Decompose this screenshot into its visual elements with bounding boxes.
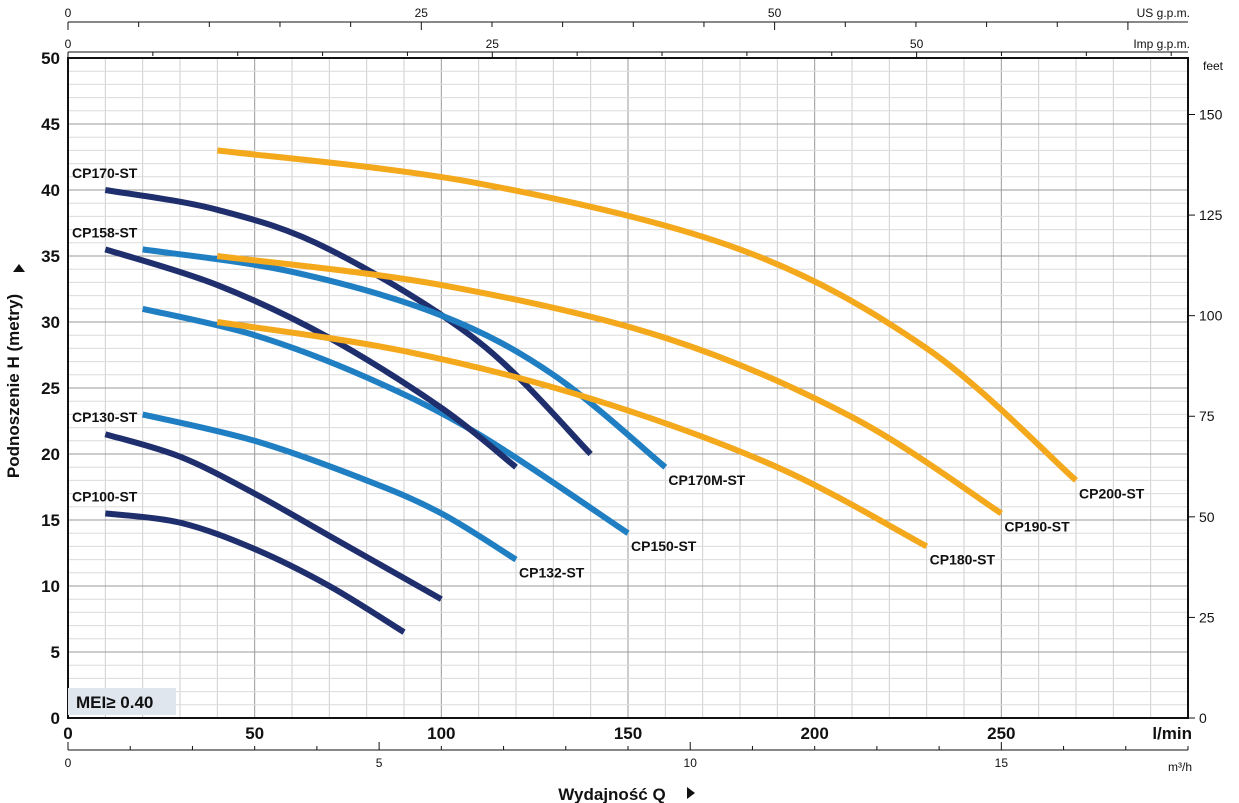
imp-gpm-unit: Imp g.p.m. <box>1133 37 1190 51</box>
mei-badge: MEI≥ 0.40 <box>76 693 153 712</box>
right-axis-feet: feet 0 25 50 75 100 125 150 <box>1188 59 1224 726</box>
feet-unit: feet <box>1203 59 1224 73</box>
top-axes: US g.p.m. Imp g.p.m. 0 25 50 0 25 50 <box>65 6 1190 58</box>
lmin-unit: l/min <box>1152 724 1192 743</box>
x-tick-label: 150 <box>614 724 642 743</box>
y-axis-label: Podnoszenie H (metry) <box>4 294 23 478</box>
x-axis-label: Wydajność Q <box>558 785 665 803</box>
series-label-cp132-st: CP132-ST <box>519 565 585 581</box>
series-cp200-st <box>216 147 1078 483</box>
y-tick-label: 50 <box>41 49 60 68</box>
us-gpm-tick-label: 50 <box>768 6 782 20</box>
y-tick-label: 25 <box>41 379 60 398</box>
series-cp132-st <box>141 411 518 563</box>
series-cp190-st <box>216 253 1003 516</box>
y-tick-label: 35 <box>41 247 60 266</box>
imp-gpm-tick-label: 50 <box>910 37 924 51</box>
mei-badge-box <box>68 688 176 715</box>
x-axis-title: Wydajność Q <box>558 785 695 803</box>
series-cp100-st <box>104 510 406 635</box>
y-tick-label: 20 <box>41 445 60 464</box>
y-tick-label: 10 <box>41 577 60 596</box>
series-cp150-st <box>141 305 630 536</box>
grid <box>67 57 1189 719</box>
x-arrow-icon <box>687 787 695 799</box>
imp-gpm-tick-label: 25 <box>486 37 500 51</box>
feet-tick-label: 125 <box>1199 207 1223 223</box>
feet-tick-label: 100 <box>1199 308 1223 324</box>
x-tick-label: 50 <box>245 724 264 743</box>
series-label-cp180-st: CP180-ST <box>930 551 996 567</box>
feet-tick-label: 75 <box>1199 408 1215 424</box>
series-group <box>104 147 1078 635</box>
feet-tick-label: 150 <box>1199 106 1223 122</box>
plot-frame <box>67 57 1189 719</box>
y-tick-label: 45 <box>41 115 60 134</box>
y-axis-title: Podnoszenie H (metry) <box>4 264 25 478</box>
series-cp180-st <box>216 319 929 550</box>
us-gpm-tick-label: 25 <box>415 6 429 20</box>
y-tick-label: 15 <box>41 511 60 530</box>
feet-tick-label: 25 <box>1199 609 1215 625</box>
series-cp170-st <box>104 187 593 457</box>
series-label-cp170-st: CP170-ST <box>72 165 138 181</box>
imp-gpm-tick-label: 0 <box>65 37 72 51</box>
m3h-tick-label: 5 <box>376 756 383 770</box>
series-label-cp158-st: CP158-ST <box>72 224 138 240</box>
us-gpm-unit: US g.p.m. <box>1137 6 1190 20</box>
series-label-cp200-st: CP200-ST <box>1079 485 1145 501</box>
curve-labels: CP100-ST CP130-ST CP132-ST CP150-ST CP158-ST… <box>72 165 1145 581</box>
x-tick-label: 250 <box>987 724 1015 743</box>
series-label-cp170m-st: CP170M-ST <box>668 472 745 488</box>
m3h-tick-label: 10 <box>684 756 698 770</box>
bottom-axis: l/min m³/h 0 50 100 150 200 250 0 5 10 15 <box>63 724 1192 774</box>
x-tick-label: 0 <box>63 724 72 743</box>
m3h-tick-label: 0 <box>65 756 72 770</box>
y-tick-label: 40 <box>41 181 60 200</box>
us-gpm-tick-label: 0 <box>65 6 72 20</box>
series-cp170m-st <box>142 246 668 470</box>
series-label-cp190-st: CP190-ST <box>1004 518 1070 534</box>
y-tick-label: 5 <box>51 643 60 662</box>
x-tick-label: 100 <box>427 724 455 743</box>
y-arrow-icon <box>13 264 25 272</box>
feet-tick-label: 50 <box>1199 509 1215 525</box>
series-label-cp130-st: CP130-ST <box>72 409 138 425</box>
feet-tick-label: 0 <box>1199 710 1207 726</box>
y-tick-label: 30 <box>41 313 60 332</box>
x-tick-label: 200 <box>800 724 828 743</box>
m3h-tick-label: 15 <box>995 756 1009 770</box>
series-label-cp150-st: CP150-ST <box>631 538 697 554</box>
series-label-cp100-st: CP100-ST <box>72 488 138 504</box>
series-cp130-st <box>104 431 443 602</box>
left-axis: 0 5 10 15 20 25 30 35 40 45 50 <box>41 49 60 728</box>
y-tick-label: 0 <box>51 709 60 728</box>
m3h-unit: m³/h <box>1168 760 1192 774</box>
